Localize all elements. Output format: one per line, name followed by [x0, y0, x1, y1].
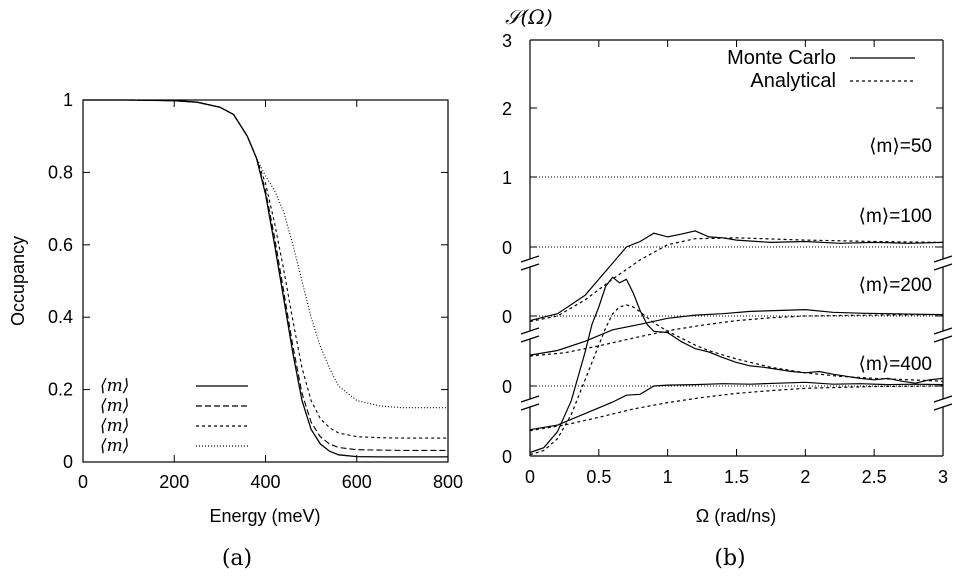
- series-line-b-7: [529, 381, 944, 431]
- series-line-a-2: [83, 99, 448, 451]
- legend-label-b: Analytical: [750, 70, 836, 92]
- y-tick-label-b: 3: [502, 31, 512, 51]
- axis-break-mark: [520, 335, 540, 343]
- axis-break-mark: [520, 255, 540, 263]
- legend-label-a: ⟨m⟩: [100, 396, 129, 416]
- group-annotation-b: ⟨m⟩=200: [859, 275, 932, 296]
- y-tick-label-b: 2: [502, 99, 512, 119]
- y-tick-label-a: 0: [63, 452, 73, 472]
- group-annotation-b: ⟨m⟩=400: [859, 354, 932, 375]
- legend-label-b: Monte Carlo: [727, 47, 836, 69]
- axis-break-mark: [933, 403, 953, 411]
- series-line-b-1: [529, 276, 944, 454]
- series-line-a-3: [83, 99, 448, 439]
- y-tick-label-b: 0: [502, 307, 512, 327]
- y-tick-label-a: 0.2: [48, 380, 73, 400]
- y-tick-label-b: 0: [502, 238, 512, 258]
- plot-frame-b: [520, 39, 953, 457]
- axis-ticks-a: 0 200 400 600 800 0 0.2 0.4 0.6 0.8 1: [48, 90, 463, 492]
- x-tick-label-a: 800: [433, 472, 463, 492]
- series-line-a-4: [83, 99, 448, 409]
- series-line-a-1: [83, 99, 448, 458]
- y-tick-label-b: 0: [502, 377, 512, 397]
- group-annotations-b: ⟨m⟩=50 ⟨m⟩=100 ⟨m⟩=200 ⟨m⟩=400: [859, 136, 932, 375]
- axis-break-mark: [933, 255, 953, 263]
- x-tick-label-a: 600: [342, 472, 372, 492]
- legend-a: ⟨m⟩⟨m⟩⟨m⟩⟨m⟩: [100, 376, 248, 456]
- x-tick-label-a: 200: [159, 472, 189, 492]
- y-tick-label-a: 0.4: [48, 307, 73, 327]
- series-lines-a: [83, 99, 448, 458]
- series-line-b-2: [529, 304, 944, 456]
- y-tick-label-b: 0: [502, 447, 512, 467]
- axis-break-mark: [520, 395, 540, 403]
- x-tick-label-a: 0: [78, 472, 88, 492]
- panel-label-a: (a): [222, 546, 252, 571]
- series-lines-b: [529, 230, 944, 456]
- plot-frame-a: [82, 99, 449, 463]
- x-tick-label-b: 0: [525, 467, 535, 487]
- y-tick-label-a: 0.6: [48, 235, 73, 255]
- legend-label-a: ⟨m⟩: [100, 436, 129, 456]
- legend-label-a: ⟨m⟩: [100, 416, 129, 436]
- x-axis-label-b: Ω (rad/ns): [696, 506, 776, 526]
- axis-break-mark: [520, 263, 540, 271]
- series-line-b-6: [529, 314, 944, 357]
- x-tick-label-b: 2: [800, 467, 810, 487]
- axis-break-mark: [933, 335, 953, 343]
- group-annotation-b: ⟨m⟩=100: [859, 206, 932, 227]
- series-line-b-5: [529, 308, 944, 356]
- panel-label-b: (b): [714, 546, 745, 571]
- series-line-b-4: [529, 237, 944, 323]
- x-axis-label-a: Energy (meV): [209, 506, 320, 526]
- y-tick-label-a: 0.8: [48, 162, 73, 182]
- y-tick-label-a: 1: [63, 90, 73, 110]
- x-tick-label-a: 400: [250, 472, 280, 492]
- x-tick-label-b: 1.5: [724, 467, 749, 487]
- axis-break-mark: [933, 263, 953, 271]
- axis-break-mark: [933, 327, 953, 335]
- chart-title-b: 𝒮(Ω): [505, 5, 553, 29]
- axis-break-mark: [933, 395, 953, 403]
- y-tick-label-b: 1: [502, 168, 512, 188]
- legend-label-a: ⟨m⟩: [100, 376, 129, 396]
- x-tick-label-b: 3: [938, 467, 948, 487]
- y-axis-label-a: Occupancy: [8, 236, 28, 326]
- axis-break-mark: [520, 327, 540, 335]
- series-line-b-3: [529, 230, 944, 322]
- axis-break-mark: [520, 403, 540, 411]
- x-tick-label-b: 1: [663, 467, 673, 487]
- group-annotation-b: ⟨m⟩=50: [869, 136, 932, 157]
- series-line-b-8: [529, 385, 944, 432]
- x-tick-label-b: 2.5: [862, 467, 887, 487]
- x-tick-label-b: 0.5: [586, 467, 611, 487]
